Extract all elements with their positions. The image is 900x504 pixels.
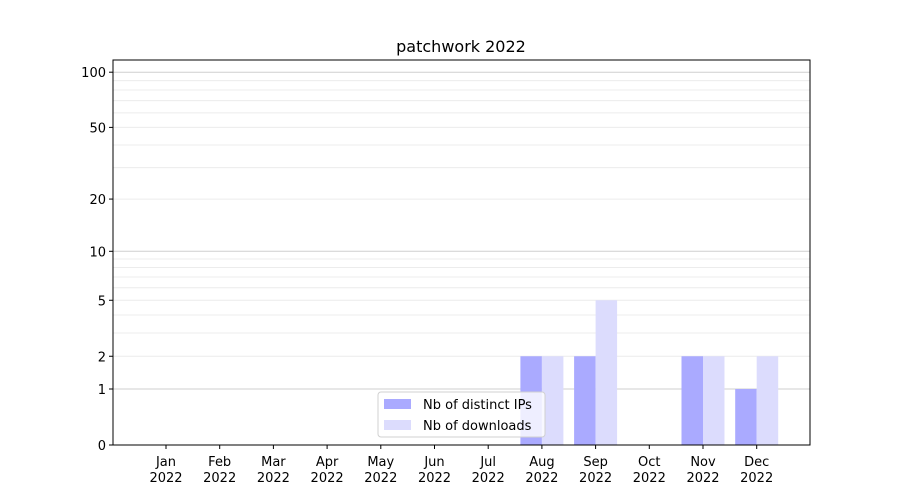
legend-swatch <box>384 420 411 430</box>
x-tick-label-month: Mar <box>261 455 286 470</box>
x-tick-label-month: Dec <box>744 455 769 470</box>
x-tick-label-month: Jul <box>479 455 496 470</box>
x-tick-label-year: 2022 <box>525 471 558 486</box>
legend-swatch <box>384 399 411 409</box>
distinct-ips-bar <box>735 389 757 445</box>
y-tick-label: 10 <box>89 245 106 260</box>
x-tick-label-year: 2022 <box>740 471 773 486</box>
x-tick-label-year: 2022 <box>472 471 505 486</box>
x-tick-label-year: 2022 <box>257 471 290 486</box>
downloads-bar <box>703 356 725 445</box>
x-tick-label-year: 2022 <box>686 471 719 486</box>
y-tick-label: 50 <box>89 121 106 136</box>
y-tick-label: 100 <box>81 66 106 81</box>
x-tick-label-year: 2022 <box>364 471 397 486</box>
axes-frame <box>112 59 811 446</box>
distinct-ips-bar <box>574 356 596 445</box>
x-tick-label-year: 2022 <box>149 471 182 486</box>
x-tick-label-year: 2022 <box>633 471 666 486</box>
x-tick-label-month: Nov <box>690 455 716 470</box>
x-tick-label-year: 2022 <box>579 471 612 486</box>
downloads-bar <box>756 356 779 445</box>
x-tick-label-year: 2022 <box>418 471 451 486</box>
x-tick-label-month: Oct <box>638 455 660 470</box>
legend: Nb of distinct IPs Nb of downloads <box>377 391 546 438</box>
y-tick-label: 5 <box>98 294 106 309</box>
legend-label: Nb of distinct IPs <box>423 398 532 413</box>
x-tick-label-month: Aug <box>529 455 554 470</box>
downloads-bar <box>595 300 618 445</box>
x-tick-label-month: Jun <box>423 455 444 470</box>
y-tick-label: 1 <box>98 383 106 398</box>
x-tick-label-month: Apr <box>316 455 339 470</box>
x-tick-label-month: Sep <box>583 455 608 470</box>
y-tick-label: 2 <box>98 350 106 365</box>
legend-label: Nb of downloads <box>423 419 532 434</box>
x-tick-label-month: Feb <box>208 455 231 470</box>
downloads-bar <box>541 356 564 445</box>
distinct-ips-bar <box>681 356 703 445</box>
legend-box <box>377 391 546 438</box>
y-tick-label: 20 <box>89 193 106 208</box>
x-tick-label-month: May <box>367 455 394 470</box>
y-tick-label: 0 <box>98 439 106 454</box>
x-tick-label-month: Jan <box>155 455 176 470</box>
x-tick-label-year: 2022 <box>203 471 236 486</box>
chart-title: patchwork 2022 <box>396 37 526 56</box>
x-tick-label-year: 2022 <box>311 471 344 486</box>
